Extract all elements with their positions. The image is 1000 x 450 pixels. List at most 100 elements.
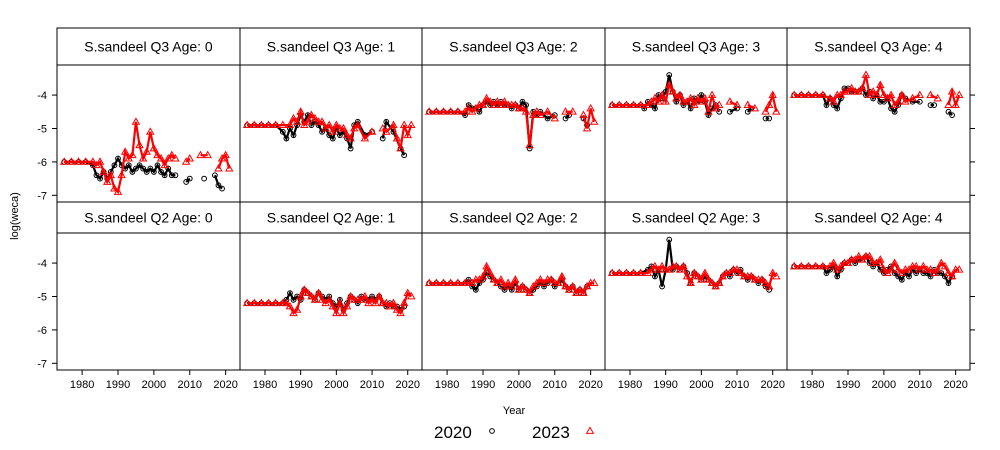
panel-strip [239, 27, 423, 66]
data-point [292, 117, 302, 125]
data-point [891, 270, 898, 276]
data-point [279, 128, 286, 135]
data-point [562, 115, 569, 122]
data-point [829, 258, 838, 266]
series-line [764, 91, 778, 113]
data-point [544, 115, 551, 122]
data-point [214, 163, 223, 172]
data-point [686, 93, 695, 102]
data-point [687, 105, 694, 112]
data-point [346, 291, 355, 300]
data-point [911, 261, 921, 270]
panel-7: S.sandeel Q2 Age: 1 [239, 201, 423, 371]
data-point [383, 118, 390, 125]
data-point [371, 298, 380, 307]
series-line [217, 153, 231, 169]
x-tick-label: 2010 [360, 379, 384, 391]
data-point [679, 261, 688, 270]
data-point [128, 150, 137, 159]
data-point [332, 308, 341, 317]
y-tick-label: -5 [37, 291, 47, 303]
data-point [392, 305, 402, 313]
data-point [446, 278, 455, 287]
data-point [156, 153, 166, 162]
data-point [99, 167, 108, 175]
data-point [133, 165, 139, 172]
data-point [818, 90, 828, 98]
data-point [700, 93, 710, 102]
data-point [278, 120, 288, 129]
data-point [916, 98, 923, 105]
data-point [714, 100, 724, 108]
x-tick-label: 1980 [435, 379, 459, 391]
data-point [818, 261, 828, 270]
data-point [761, 278, 770, 287]
data-point [401, 152, 408, 159]
data-point [811, 90, 820, 98]
data-point [303, 288, 313, 297]
data-point [147, 165, 154, 172]
data-point [615, 268, 624, 276]
data-point [834, 273, 841, 280]
data-point [657, 90, 667, 98]
y-axis-label: log(weca) [9, 192, 21, 240]
data-point [367, 127, 377, 135]
data-point [97, 175, 103, 182]
data-point [561, 107, 570, 115]
panel-title: S.sandeel Q3 Age: 1 [267, 39, 396, 55]
data-point [167, 150, 177, 159]
data-point [314, 288, 323, 297]
data-point [525, 140, 534, 149]
panel-strip [604, 27, 788, 66]
data-point [725, 97, 735, 105]
data-point [168, 172, 175, 179]
data-point [877, 98, 884, 105]
data-point [652, 105, 658, 112]
data-point [478, 100, 488, 108]
data-point [310, 295, 320, 303]
data-point [941, 273, 948, 280]
data-point [747, 271, 756, 280]
data-point [507, 281, 516, 290]
data-point [689, 268, 699, 276]
data-point [518, 103, 527, 112]
data-point [727, 108, 733, 115]
x-tick-label: 2000 [872, 379, 896, 391]
data-point [926, 265, 935, 273]
data-point [399, 298, 409, 307]
data-point [67, 157, 76, 165]
data-point [129, 169, 136, 175]
data-point [736, 268, 745, 276]
data-point [546, 275, 556, 283]
panel-10: S.sandeel Q2 Age: 4 [786, 201, 971, 371]
data-point [636, 268, 645, 276]
axes-layer: 1980 1990 2000 2010 2020 1980 1990 2000 2010 2020… [37, 90, 975, 391]
data-point [308, 122, 315, 129]
data-point [511, 100, 520, 108]
x-tick-label: 1980 [800, 379, 824, 391]
data-point [407, 291, 416, 300]
data-point [554, 278, 563, 287]
data-point [880, 98, 887, 105]
data-point [870, 95, 877, 102]
data-point [453, 278, 463, 287]
data-point [949, 112, 955, 119]
data-point [834, 105, 841, 112]
data-point [382, 127, 391, 135]
data-point [525, 288, 534, 297]
data-point [379, 135, 386, 142]
y-tick-label: -7 [37, 358, 47, 370]
data-point [424, 107, 434, 115]
data-point [161, 172, 168, 179]
data-point [629, 100, 638, 108]
data-point [324, 120, 334, 129]
x-tick-label: 2020 [943, 379, 967, 391]
data-point [115, 155, 121, 162]
data-point [346, 133, 355, 142]
data-point [797, 261, 806, 270]
data-point [342, 130, 352, 139]
data-point [264, 298, 273, 307]
data-point [290, 296, 297, 303]
data-point [186, 175, 193, 182]
data-point [954, 265, 964, 273]
